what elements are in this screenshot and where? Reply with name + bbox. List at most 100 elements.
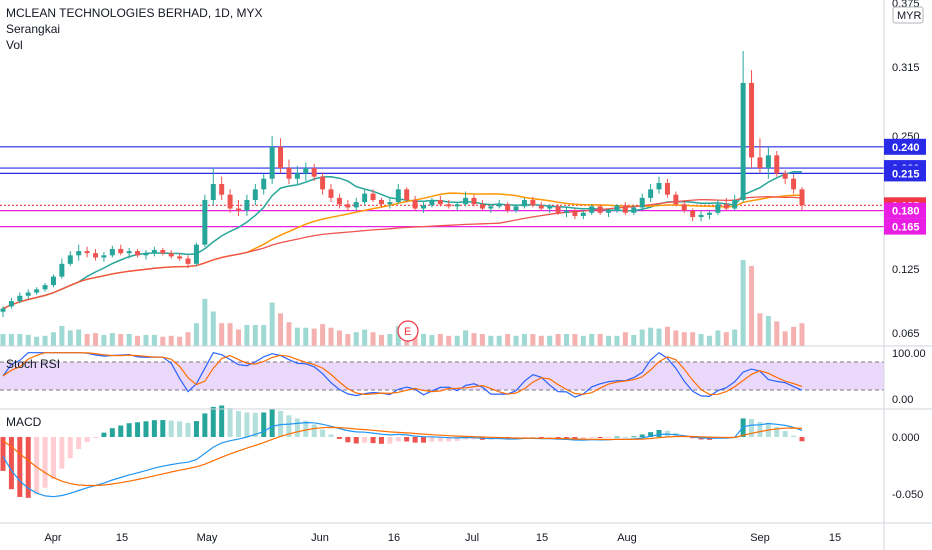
time-tick-label: 15 [829,532,841,544]
macd-histogram-bar [109,428,115,437]
volume-bar [362,329,368,346]
candle-body [463,197,469,205]
macd-histogram-bar [67,437,73,459]
macd-pane [0,405,805,498]
macd-histogram-bar [362,437,368,443]
volume-bar [791,326,797,346]
macd-histogram-bar [749,418,755,437]
volume-bar [59,325,65,346]
candle-body [648,189,654,198]
level-badge-label: 0.215 [892,168,920,180]
stoch-band [0,362,884,390]
macd-histogram-bar [261,412,267,437]
candle-body [151,250,157,254]
price-tick-label: 0.065 [892,328,920,340]
macd-histogram-bar [311,424,317,437]
candle-body [690,210,696,218]
volume-bar [84,334,90,346]
candle-body [93,253,99,258]
macd-histogram-bar [202,413,208,437]
macd-histogram-bar [177,421,183,437]
candle-body [42,285,48,290]
candle-body [597,206,603,213]
macd-histogram-bar [320,429,326,437]
volume-bar [387,334,393,346]
volume-bar [614,335,620,346]
macd-histogram-bar [404,437,410,442]
candle-body [723,204,729,209]
currency-label: MYR [897,10,922,22]
volume-bar [530,334,536,346]
candle-body [185,258,191,264]
candle-body [269,146,275,179]
ma-short-line [2,171,803,310]
macd-histogram-bar [34,437,40,495]
macd-histogram-bar [538,437,544,438]
time-tick-label: Jun [311,532,329,544]
candle-body [656,182,662,190]
macd-histogram-bar [235,411,241,437]
ma-long-line [2,195,803,310]
candle-body [126,251,132,254]
stoch-k-line [2,351,803,398]
volume-bar [488,335,494,346]
candle-body [664,182,670,195]
macd-histogram-bar [42,437,48,488]
time-tick-label: 15 [536,532,548,544]
macd-histogram-bar [454,437,460,441]
volume-bar [311,328,317,346]
macd-histogram-bar [555,437,561,439]
volume-bar [421,334,427,346]
volume-bar [93,333,99,346]
macd-histogram-bar [387,437,393,444]
candle-body [740,82,746,200]
volume-bar [648,327,654,346]
price-tick-label: 0.375 [892,0,920,10]
macd-axis: 0.000 -0.050 [892,432,923,501]
volume-bar [42,335,48,346]
macd-histogram-bar [59,437,65,469]
volume-bar [606,335,612,346]
candle-body [530,200,536,206]
candle-body [101,255,107,258]
volume-bar [219,323,225,346]
volume-bar [782,331,788,346]
candle-body [395,189,401,203]
candle-body [639,197,645,208]
time-axis[interactable]: Apr 15 May Jun 16 Jul 15 Aug Sep 15 [44,532,841,544]
candle-body [252,189,258,200]
candle-body [210,184,216,200]
macd-histogram-bar [193,421,199,437]
price-tick-label: 0.125 [892,264,920,276]
candle-body [50,276,56,286]
earnings-event-icon[interactable] [397,320,419,342]
volume-bar [429,334,435,346]
candle-body [160,250,166,254]
candle-body [345,204,351,208]
volume-bar [353,332,359,346]
volume-bar [597,334,603,346]
volume-bar [185,332,191,346]
macd-histogram-bar [799,437,805,442]
volume-bar [50,332,56,346]
candle-body [572,210,578,216]
candle-body [387,202,393,205]
volume-label[interactable]: Vol [6,38,23,52]
volume-bar [235,329,241,346]
indicator-label[interactable]: Serangkai [6,22,61,36]
candle-body [227,194,233,209]
volume-bar [538,335,544,346]
macd-histogram-bar [463,437,469,440]
volume-bar [757,313,763,346]
macd-histogram-bar [17,437,23,497]
candle-body [25,292,31,296]
currency-badge[interactable] [892,6,924,24]
stoch-rsi-label: Stoch RSI [6,357,60,371]
volume-bar [294,327,300,346]
macd-histogram-bar [143,421,149,437]
candle-body [589,206,595,213]
candle-body [715,204,721,213]
macd-histogram-bar [378,437,384,444]
candle-body [353,202,359,208]
